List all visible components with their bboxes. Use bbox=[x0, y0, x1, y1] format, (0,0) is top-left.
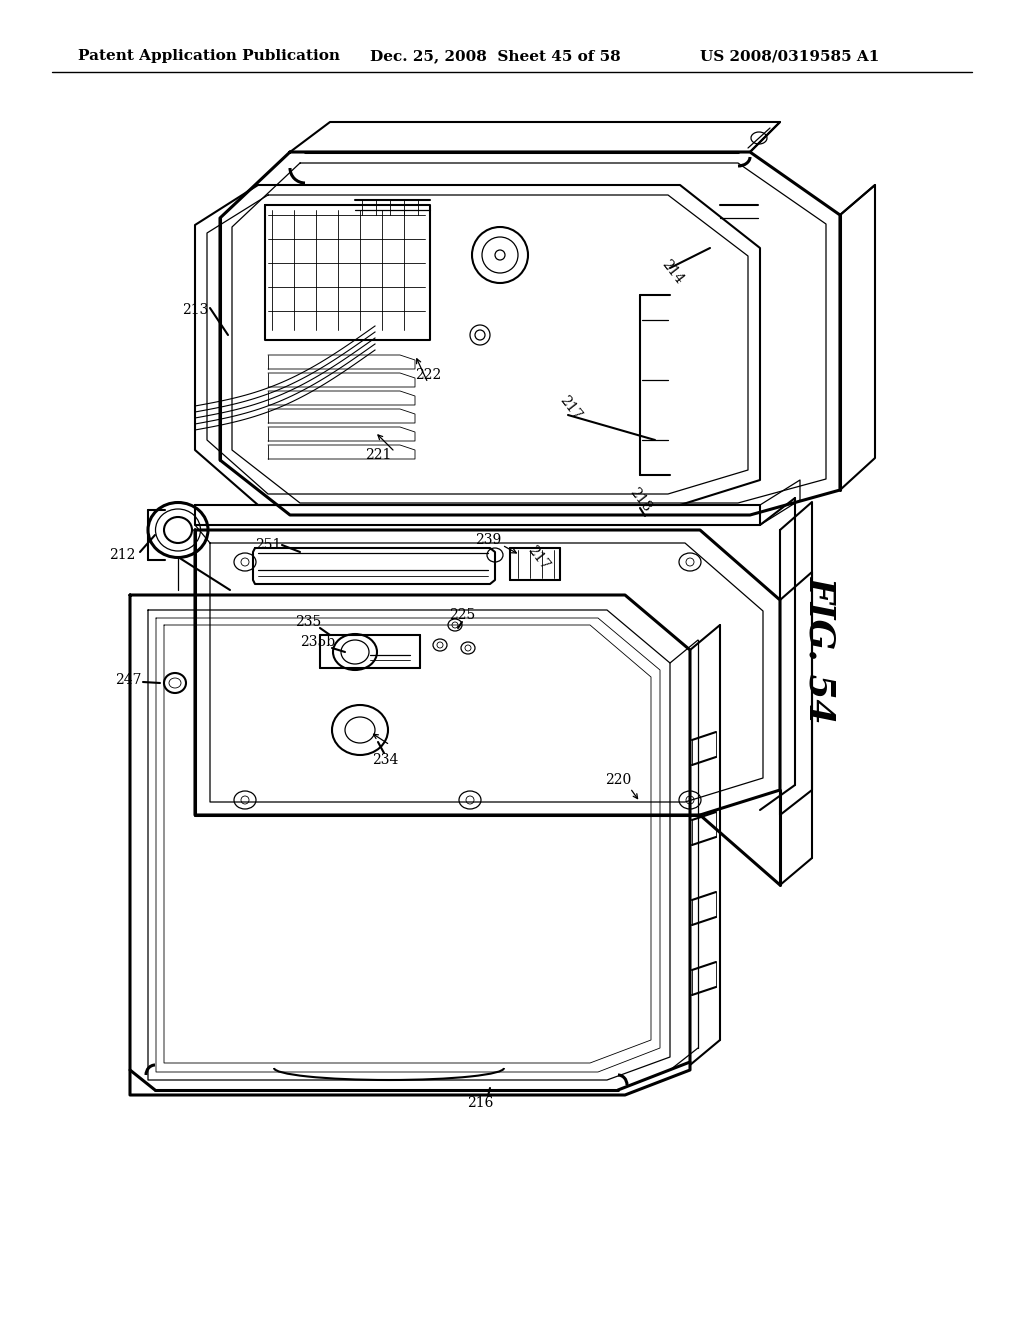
Text: Dec. 25, 2008  Sheet 45 of 58: Dec. 25, 2008 Sheet 45 of 58 bbox=[370, 49, 621, 63]
Text: 251: 251 bbox=[255, 539, 282, 552]
Text: 235: 235 bbox=[295, 615, 322, 630]
Text: 218: 218 bbox=[627, 486, 653, 515]
Text: 212: 212 bbox=[109, 548, 135, 562]
Text: 235b: 235b bbox=[300, 635, 336, 649]
Text: US 2008/0319585 A1: US 2008/0319585 A1 bbox=[700, 49, 880, 63]
Text: 213: 213 bbox=[182, 304, 208, 317]
Text: 247: 247 bbox=[115, 673, 141, 686]
Text: 222: 222 bbox=[415, 368, 441, 381]
Text: 239: 239 bbox=[475, 533, 501, 546]
Text: 217: 217 bbox=[556, 393, 584, 422]
Text: 214: 214 bbox=[658, 257, 686, 286]
Text: 221: 221 bbox=[365, 447, 391, 462]
Text: 225: 225 bbox=[449, 609, 475, 622]
Text: 234: 234 bbox=[372, 752, 398, 767]
Text: 217: 217 bbox=[524, 544, 552, 573]
Text: 220: 220 bbox=[605, 774, 631, 787]
Text: FIG. 54: FIG. 54 bbox=[803, 577, 837, 723]
Text: Patent Application Publication: Patent Application Publication bbox=[78, 49, 340, 63]
Text: 216: 216 bbox=[467, 1096, 494, 1110]
